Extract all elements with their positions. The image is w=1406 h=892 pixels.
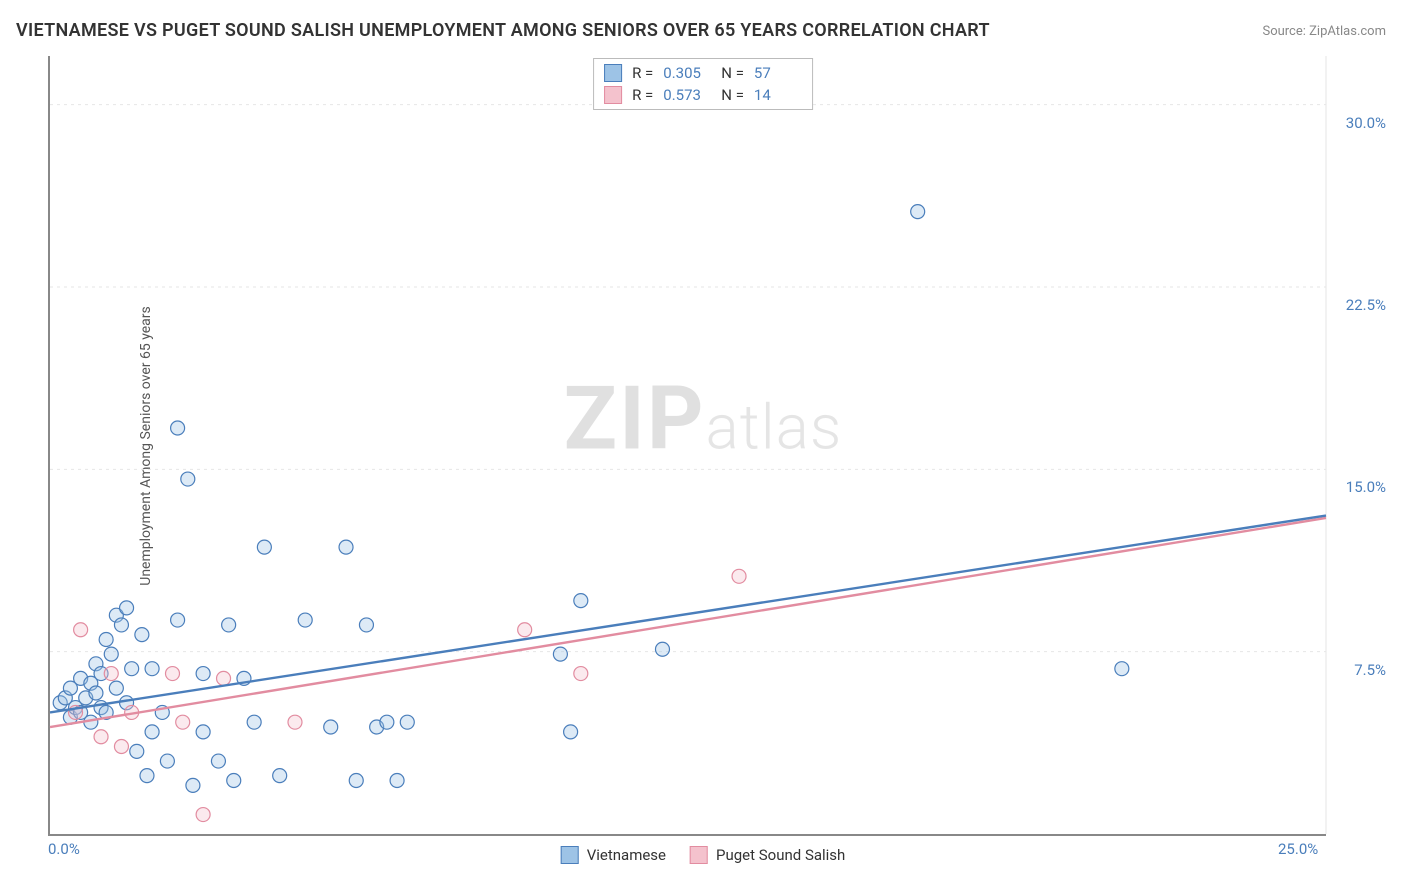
data-point — [349, 774, 363, 788]
series-legend: Vietnamese Puget Sound Salish — [561, 846, 846, 864]
plot-area — [48, 56, 1326, 836]
data-point — [120, 601, 134, 615]
data-point — [171, 421, 185, 435]
data-point — [359, 618, 373, 632]
data-point — [160, 754, 174, 768]
data-point — [114, 739, 128, 753]
data-point — [165, 667, 179, 681]
data-point — [130, 744, 144, 758]
data-point — [74, 623, 88, 637]
legend-item-puget: Puget Sound Salish — [690, 846, 845, 864]
x-tick-label: 25.0% — [1278, 840, 1318, 858]
data-point — [911, 205, 925, 219]
data-point — [257, 540, 271, 554]
legend-label-vietnamese: Vietnamese — [587, 846, 666, 864]
data-point — [227, 774, 241, 788]
data-point — [324, 720, 338, 734]
correlation-legend: R = 0.305 N = 57 R = 0.573 N = 14 — [593, 58, 813, 110]
data-point — [99, 633, 113, 647]
y-tick-label: 15.0% — [1346, 478, 1386, 496]
data-point — [135, 628, 149, 642]
y-tick-label: 7.5% — [1354, 661, 1386, 679]
data-point — [196, 667, 210, 681]
data-point — [339, 540, 353, 554]
trend-line — [50, 518, 1326, 727]
data-point — [145, 662, 159, 676]
data-point — [564, 725, 578, 739]
n-value-vietnamese: 57 — [754, 64, 802, 82]
data-point — [518, 623, 532, 637]
data-point — [140, 769, 154, 783]
y-tick-label: 22.5% — [1346, 296, 1386, 314]
r-label: R = — [632, 86, 653, 104]
data-point — [247, 715, 261, 729]
r-value-puget: 0.573 — [663, 86, 711, 104]
data-point — [574, 667, 588, 681]
data-point — [390, 774, 404, 788]
data-point — [400, 715, 414, 729]
data-point — [574, 594, 588, 608]
data-point — [94, 730, 108, 744]
n-label: N = — [721, 86, 744, 104]
source-name: ZipAtlas.com — [1309, 24, 1386, 39]
swatch-puget — [604, 86, 622, 104]
r-label: R = — [632, 64, 653, 82]
data-point — [196, 808, 210, 822]
data-point — [125, 662, 139, 676]
source-attribution: Source: ZipAtlas.com — [1262, 24, 1386, 39]
y-tick-label: 30.0% — [1346, 114, 1386, 132]
legend-row-puget: R = 0.573 N = 14 — [604, 84, 802, 106]
data-point — [109, 681, 123, 695]
data-point — [298, 613, 312, 627]
data-point — [176, 715, 190, 729]
swatch-vietnamese — [604, 64, 622, 82]
data-point — [1115, 662, 1129, 676]
swatch-puget — [690, 846, 708, 864]
data-point — [732, 569, 746, 583]
data-point — [655, 642, 669, 656]
data-point — [196, 725, 210, 739]
trend-line — [50, 516, 1326, 713]
data-point — [380, 715, 394, 729]
source-prefix: Source: — [1262, 24, 1309, 39]
data-point — [273, 769, 287, 783]
data-point — [181, 472, 195, 486]
data-point — [104, 667, 118, 681]
n-label: N = — [721, 64, 744, 82]
legend-item-vietnamese: Vietnamese — [561, 846, 666, 864]
legend-row-vietnamese: R = 0.305 N = 57 — [604, 62, 802, 84]
legend-label-puget: Puget Sound Salish — [716, 846, 845, 864]
data-point — [145, 725, 159, 739]
x-tick-label: 0.0% — [48, 840, 80, 858]
data-point — [89, 686, 103, 700]
data-point — [211, 754, 225, 768]
n-value-puget: 14 — [754, 86, 802, 104]
data-point — [217, 671, 231, 685]
chart-title: VIETNAMESE VS PUGET SOUND SALISH UNEMPLO… — [16, 20, 990, 41]
scatter-plot-svg — [50, 56, 1326, 834]
data-point — [288, 715, 302, 729]
data-point — [114, 618, 128, 632]
data-point — [186, 778, 200, 792]
data-point — [553, 647, 567, 661]
data-point — [171, 613, 185, 627]
data-point — [104, 647, 118, 661]
r-value-vietnamese: 0.305 — [663, 64, 711, 82]
data-point — [222, 618, 236, 632]
swatch-vietnamese — [561, 846, 579, 864]
